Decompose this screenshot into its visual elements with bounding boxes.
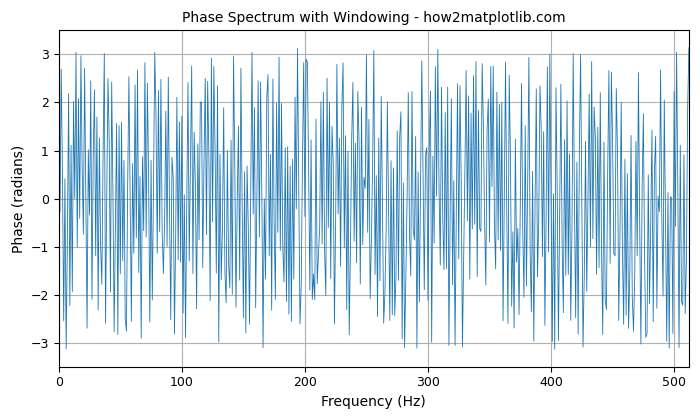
Y-axis label: Phase (radians): Phase (radians) — [11, 144, 25, 253]
X-axis label: Frequency (Hz): Frequency (Hz) — [321, 395, 426, 409]
Title: Phase Spectrum with Windowing - how2matplotlib.com: Phase Spectrum with Windowing - how2matp… — [182, 11, 566, 25]
